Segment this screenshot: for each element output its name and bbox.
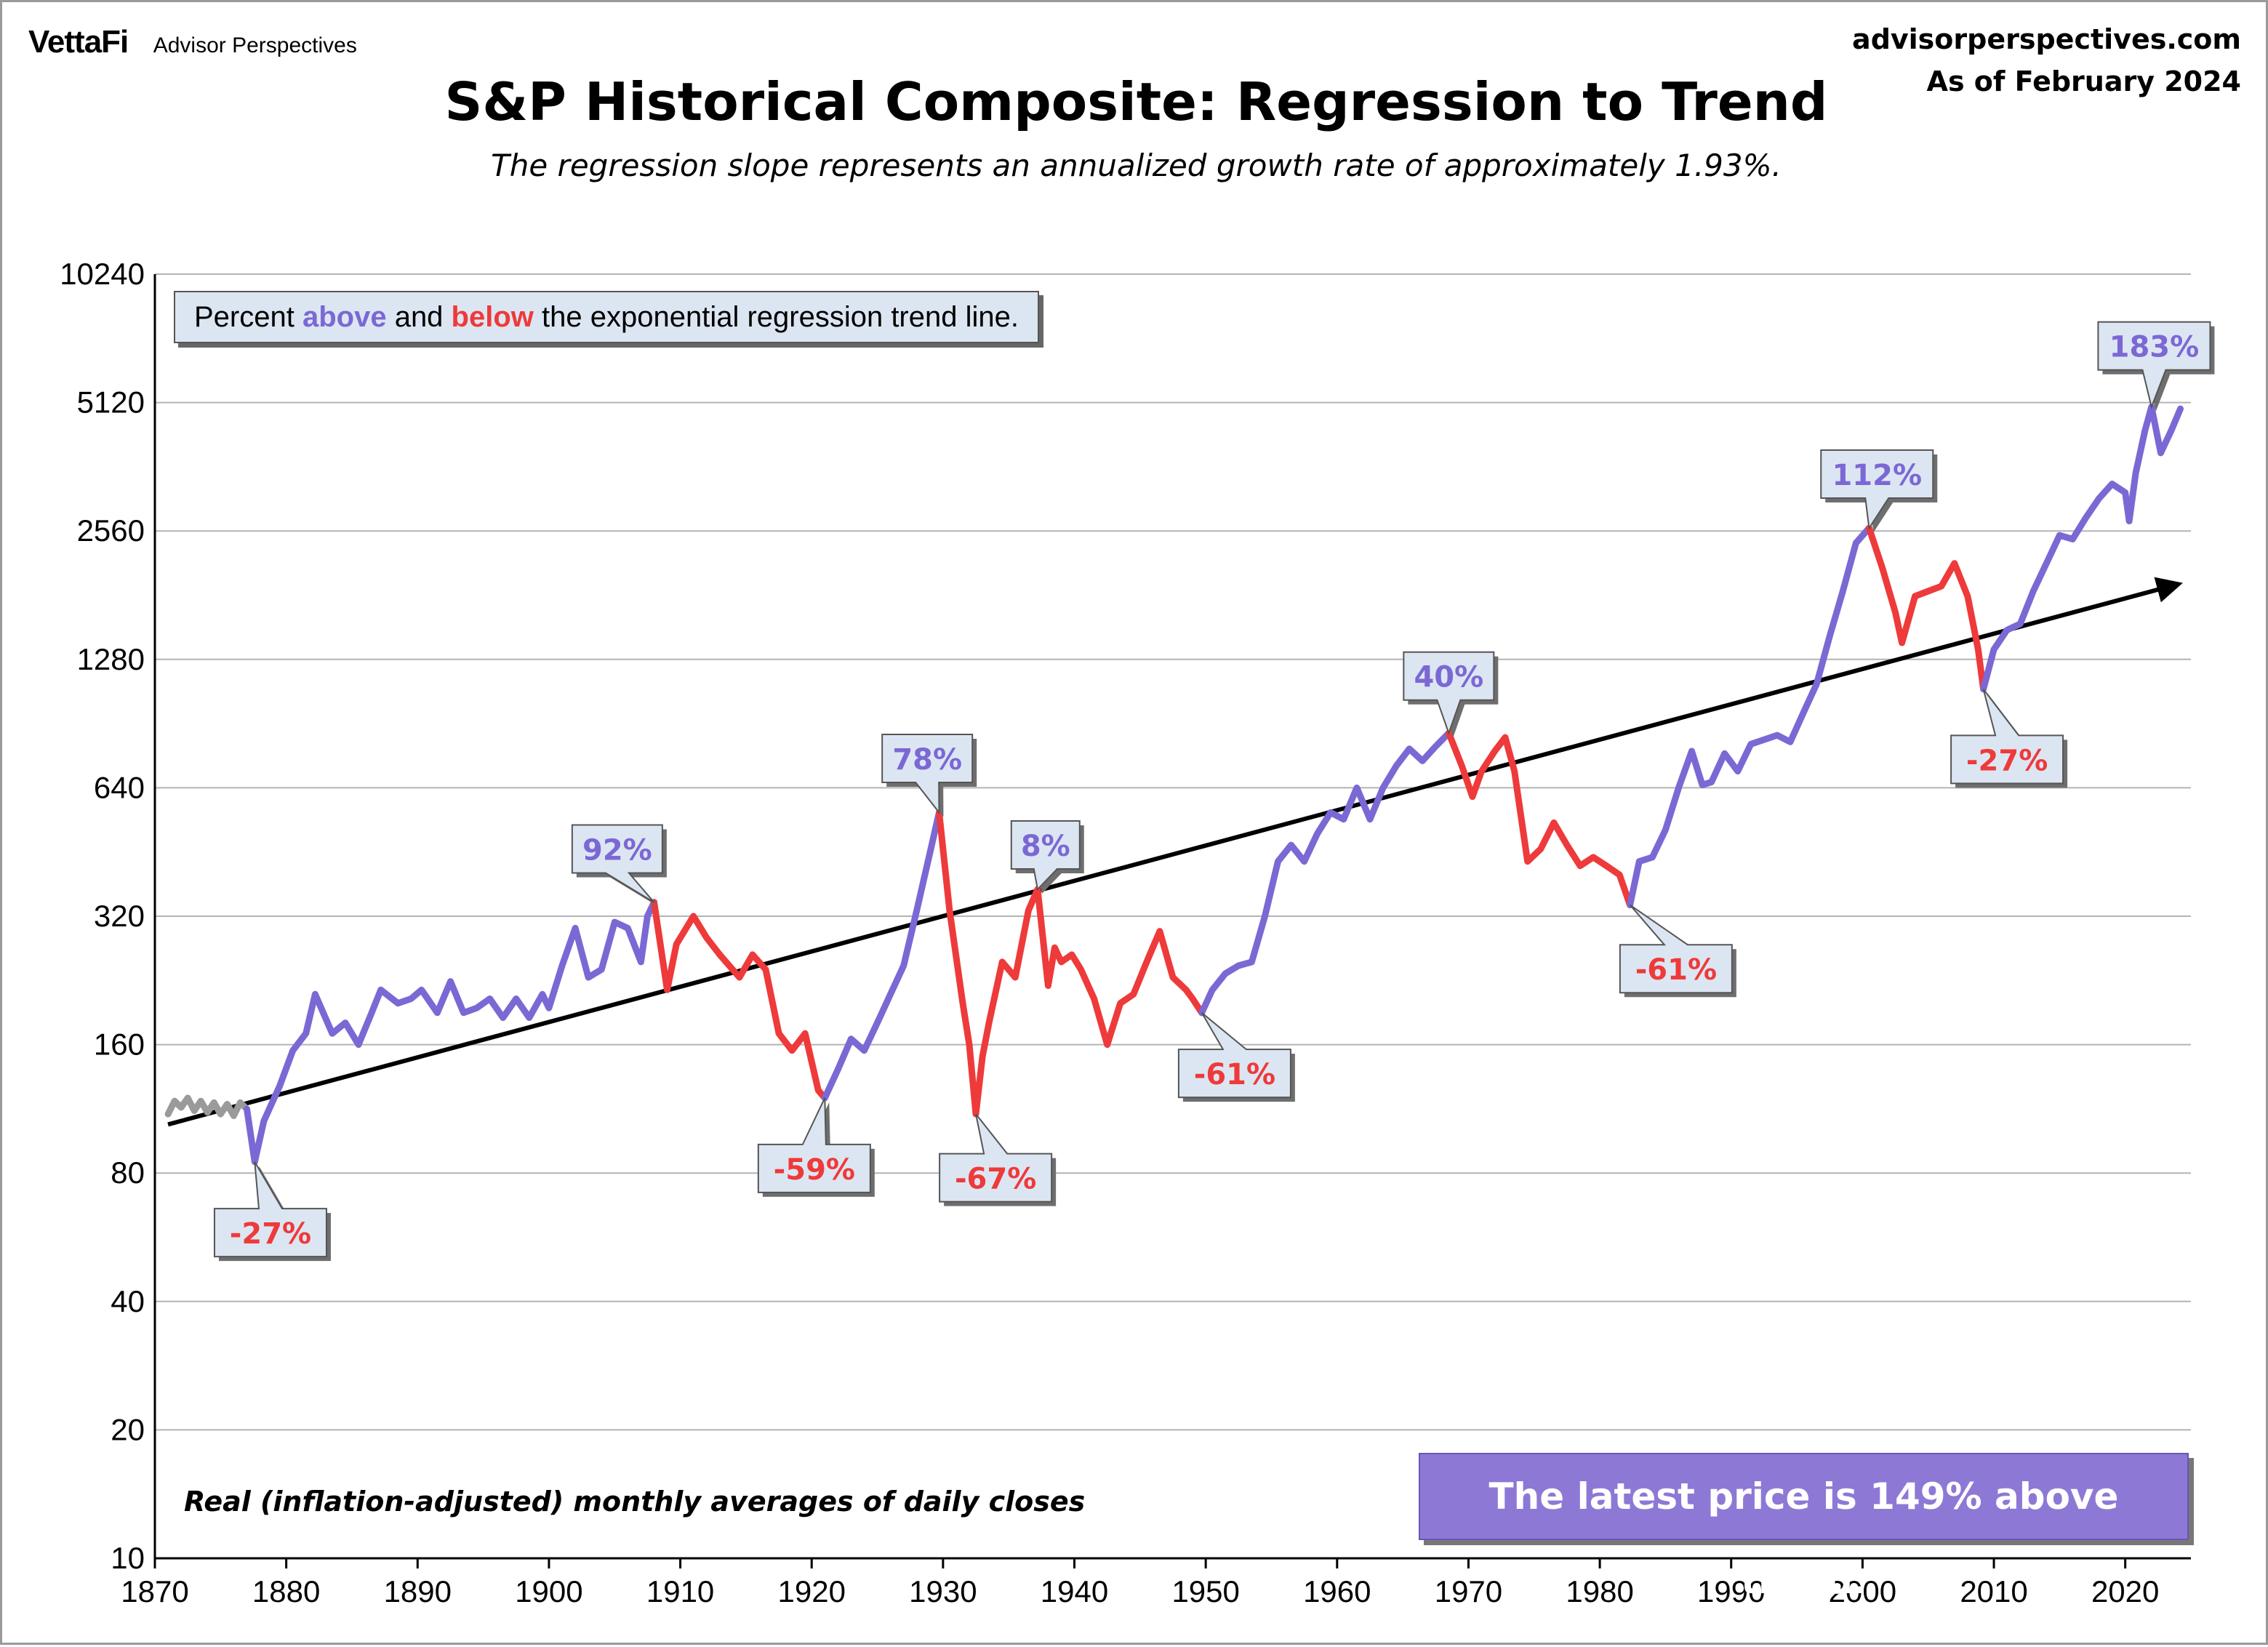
y-tick-label: 640 — [94, 770, 145, 804]
trend-line — [167, 577, 2183, 1127]
brand: VettaFi Advisor Perspectives — [28, 24, 357, 60]
x-tick-label: 1880 — [252, 1574, 320, 1608]
callout-box — [571, 824, 663, 903]
callout-box — [1010, 820, 1081, 891]
x-tick-label: 1930 — [909, 1574, 977, 1608]
y-tick-label: 5120 — [77, 385, 145, 420]
x-tick-label: 1950 — [1171, 1574, 1239, 1608]
y-tick-label: 1280 — [77, 642, 145, 676]
legend-below: below — [451, 301, 534, 333]
y-tick-label: 160 — [94, 1027, 145, 1062]
x-tick-label: 1890 — [384, 1574, 452, 1608]
callout-label: -27% — [1966, 744, 2048, 777]
x-tick-label: 2020 — [2091, 1574, 2159, 1608]
x-tick-label: 1870 — [121, 1574, 188, 1608]
price-series-above — [244, 899, 657, 1166]
callout-label: -67% — [955, 1163, 1036, 1196]
y-tick-label: 40 — [111, 1284, 145, 1318]
x-tick-label: 1990 — [1697, 1574, 1765, 1608]
price-series-above — [1980, 404, 2184, 693]
x-tick-label: 1970 — [1435, 1574, 1502, 1608]
callout-label: -59% — [774, 1153, 855, 1187]
x-tick-label: 1940 — [1041, 1574, 1108, 1608]
callout-box — [1177, 1012, 1291, 1099]
y-tick-label: 10240 — [60, 257, 145, 291]
callout-box — [213, 1161, 327, 1258]
x-tick-label: 1900 — [515, 1574, 582, 1608]
data-note: Real (inflation-adjusted) monthly averag… — [184, 1486, 1086, 1518]
price-series-below — [651, 899, 828, 1102]
y-tick-label: 10 — [111, 1541, 145, 1575]
price-series-above — [1198, 729, 1452, 1017]
legend-middle: and — [386, 301, 452, 333]
callout-label: -61% — [1194, 1058, 1275, 1091]
callout-label: -27% — [230, 1217, 311, 1251]
chart-subtitle: The regression slope represents an annua… — [491, 148, 1782, 183]
callout-box — [1403, 651, 1495, 736]
site-info: advisorperspectives.com As of February 2… — [1852, 18, 2241, 103]
legend-box: Percent above and below the exponential … — [174, 291, 1039, 343]
callout-box — [757, 1097, 871, 1193]
callout-box — [2097, 321, 2211, 409]
callout-box — [1619, 904, 1733, 994]
brand-logo: VettaFi — [28, 24, 129, 60]
x-tick-label: 1920 — [778, 1574, 846, 1608]
x-tick-label: 1960 — [1303, 1574, 1371, 1608]
callout-box — [1950, 689, 2064, 785]
chart-title: S&P Historical Composite: Regression to … — [444, 71, 1828, 132]
callout-label: 78% — [892, 743, 962, 777]
y-tick-label: 2560 — [77, 513, 145, 548]
as-of-date: As of February 2024 — [1926, 65, 2241, 97]
price-series-early — [164, 1094, 250, 1119]
y-tick-label: 80 — [111, 1155, 145, 1190]
x-tick-label: 2010 — [1960, 1574, 2027, 1608]
x-tick-label: 2000 — [1829, 1574, 1896, 1608]
callout-box — [939, 1113, 1053, 1203]
y-tick-label: 20 — [111, 1412, 145, 1446]
latest-price-box: The latest price is 149% above trend. — [1419, 1453, 2189, 1602]
callout-label: 8% — [1021, 830, 1070, 863]
legend-suffix: the exponential regression trend line. — [533, 301, 1019, 333]
price-series-below — [1445, 729, 1634, 909]
price-series-above — [1627, 524, 1872, 909]
brand-sub: Advisor Perspectives — [153, 33, 357, 57]
callout-box — [881, 733, 974, 815]
callout-box — [1820, 449, 1934, 531]
price-series-below — [936, 809, 1206, 1118]
y-tick-label: 320 — [94, 899, 145, 933]
callout-label: 112% — [1832, 459, 1922, 492]
callout-label: 40% — [1414, 661, 1483, 694]
site-url: advisorperspectives.com — [1852, 23, 2241, 55]
x-tick-label: 1980 — [1566, 1574, 1633, 1608]
price-series-below — [1865, 524, 1987, 693]
callout-label: -61% — [1635, 953, 1717, 987]
callout-label: 183% — [2109, 331, 2200, 364]
legend-prefix: Percent — [194, 301, 302, 333]
price-series-above — [821, 809, 942, 1102]
callout-label: 92% — [582, 834, 652, 867]
x-tick-label: 1910 — [646, 1574, 714, 1608]
legend-above: above — [302, 301, 387, 333]
